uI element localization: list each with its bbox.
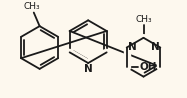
Text: N: N bbox=[84, 64, 93, 74]
Text: N: N bbox=[128, 42, 136, 52]
Text: CH₃: CH₃ bbox=[135, 15, 152, 24]
Text: OH: OH bbox=[139, 62, 157, 72]
Text: CH₃: CH₃ bbox=[24, 2, 40, 11]
Text: N: N bbox=[151, 42, 159, 52]
